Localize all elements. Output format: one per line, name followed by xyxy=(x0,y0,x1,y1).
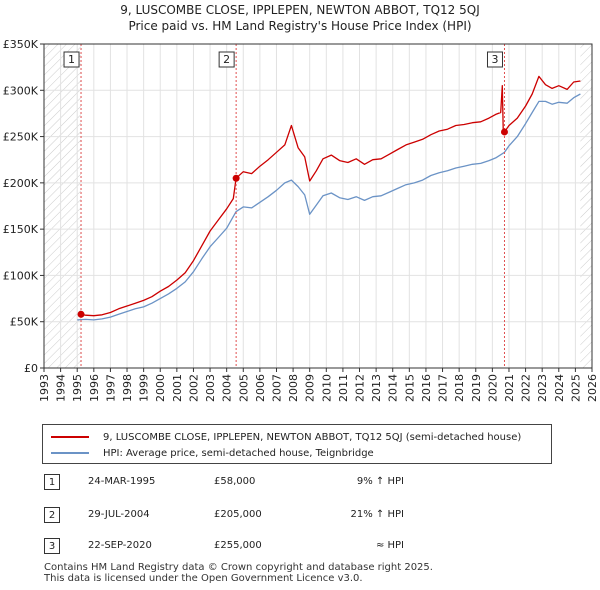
x-tick-label: 2007 xyxy=(270,374,283,402)
sale-row: 2 29-JUL-2004 £205,000 21% ↑ HPI xyxy=(44,507,464,527)
x-tick-label: 1994 xyxy=(55,374,68,402)
x-tick-label: 1997 xyxy=(104,374,117,402)
x-tick-label: 2005 xyxy=(237,374,250,402)
hpi-series-line xyxy=(77,93,581,321)
x-tick-label: 2016 xyxy=(420,374,433,402)
sale-date: 22-SEP-2020 xyxy=(88,540,152,551)
x-tick-label: 2006 xyxy=(254,374,267,402)
sale-row: 1 24-MAR-1995 £58,000 9% ↑ HPI xyxy=(44,474,464,494)
sale-point xyxy=(232,174,240,182)
sale-marker-label: 2 xyxy=(223,53,230,66)
y-tick-label: £100K xyxy=(3,269,39,282)
sale-point xyxy=(500,128,508,136)
sale-price: £255,000 xyxy=(214,540,262,551)
x-tick-label: 2001 xyxy=(171,374,184,402)
sale-row: 3 22-SEP-2020 £255,000 ≈ HPI xyxy=(44,538,464,558)
x-tick-label: 2012 xyxy=(354,374,367,402)
sale-price: £205,000 xyxy=(214,509,262,520)
x-tick-label: 2008 xyxy=(287,374,300,402)
legend-label-hpi: HPI: Average price, semi-detached house,… xyxy=(103,447,374,459)
plot-frame xyxy=(43,43,593,369)
sale-price: £58,000 xyxy=(214,476,256,487)
x-tick-label: 1999 xyxy=(138,374,151,402)
sale-hpi-comparison: ≈ HPI xyxy=(375,540,404,551)
sale-marker-box xyxy=(218,51,235,68)
x-tick-label: 2021 xyxy=(503,374,516,402)
x-tick-label: 2011 xyxy=(337,374,350,402)
sale-marker-label: 3 xyxy=(491,53,498,66)
chart-title: 9, LUSCOMBE CLOSE, IPPLEPEN, NEWTON ABBO… xyxy=(120,3,480,17)
sale-number-badge: 1 xyxy=(44,474,60,490)
x-tick-label: 2025 xyxy=(569,374,582,402)
x-tick-label: 2014 xyxy=(387,374,400,402)
y-tick-label: £350K xyxy=(3,38,39,51)
x-tick-label: 1998 xyxy=(121,374,134,402)
hatched-region xyxy=(44,44,82,368)
property-series-line xyxy=(80,75,581,317)
sale-point xyxy=(77,310,85,318)
x-tick-label: 2024 xyxy=(553,374,566,402)
x-tick-label: 2000 xyxy=(154,374,167,402)
sale-hpi-comparison: 9% ↑ HPI xyxy=(356,476,404,487)
sale-number-badge: 3 xyxy=(44,538,60,554)
x-tick-label: 1995 xyxy=(71,374,84,402)
chart-subtitle: Price paid vs. HM Land Registry's House … xyxy=(128,19,471,33)
y-tick-label: £200K xyxy=(3,177,39,190)
x-tick-label: 2017 xyxy=(437,374,450,402)
x-tick-label: 1996 xyxy=(88,374,101,402)
x-tick-label: 2018 xyxy=(453,374,466,402)
hatched-region xyxy=(580,44,592,368)
footer-licence: This data is licensed under the Open Gov… xyxy=(44,573,363,584)
x-tick-label: 1993 xyxy=(38,374,51,402)
sale-date: 24-MAR-1995 xyxy=(88,476,156,487)
legend-swatch-hpi xyxy=(51,452,89,454)
x-tick-label: 2019 xyxy=(470,374,483,402)
sale-marker-box xyxy=(486,51,503,68)
sale-marker-label: 1 xyxy=(68,53,75,66)
y-tick-label: £300K xyxy=(3,84,39,97)
y-tick-label: £0 xyxy=(24,362,38,375)
x-tick-label: 2003 xyxy=(204,374,217,402)
x-tick-label: 2002 xyxy=(187,374,200,402)
sale-marker-box xyxy=(63,51,80,68)
x-tick-label: 2009 xyxy=(304,374,317,402)
sale-date: 29-JUL-2004 xyxy=(88,509,150,520)
x-tick-label: 2010 xyxy=(320,374,333,402)
x-tick-label: 2023 xyxy=(536,374,549,402)
price-chart: 9, LUSCOMBE CLOSE, IPPLEPEN, NEWTON ABBO… xyxy=(3,3,599,402)
x-tick-label: 2026 xyxy=(586,374,599,402)
x-tick-label: 2013 xyxy=(370,374,383,402)
sale-hpi-comparison: 21% ↑ HPI xyxy=(350,509,404,520)
legend-label-property: 9, LUSCOMBE CLOSE, IPPLEPEN, NEWTON ABBO… xyxy=(103,431,522,443)
y-tick-label: £250K xyxy=(3,131,39,144)
x-tick-label: 2015 xyxy=(403,374,416,402)
legend-swatch-property xyxy=(51,436,89,438)
footer: Contains HM Land Registry data © Crown c… xyxy=(44,562,433,584)
legend-item-property: 9, LUSCOMBE CLOSE, IPPLEPEN, NEWTON ABBO… xyxy=(51,429,521,445)
y-tick-label: £150K xyxy=(3,223,39,236)
legend: 9, LUSCOMBE CLOSE, IPPLEPEN, NEWTON ABBO… xyxy=(42,424,552,464)
x-tick-label: 2004 xyxy=(221,374,234,402)
footer-copyright: Contains HM Land Registry data © Crown c… xyxy=(44,562,433,573)
y-tick-label: £50K xyxy=(10,316,39,329)
x-tick-label: 2020 xyxy=(486,374,499,402)
legend-item-hpi: HPI: Average price, semi-detached house,… xyxy=(51,445,374,461)
sale-number-badge: 2 xyxy=(44,507,60,523)
x-tick-label: 2022 xyxy=(520,374,533,402)
